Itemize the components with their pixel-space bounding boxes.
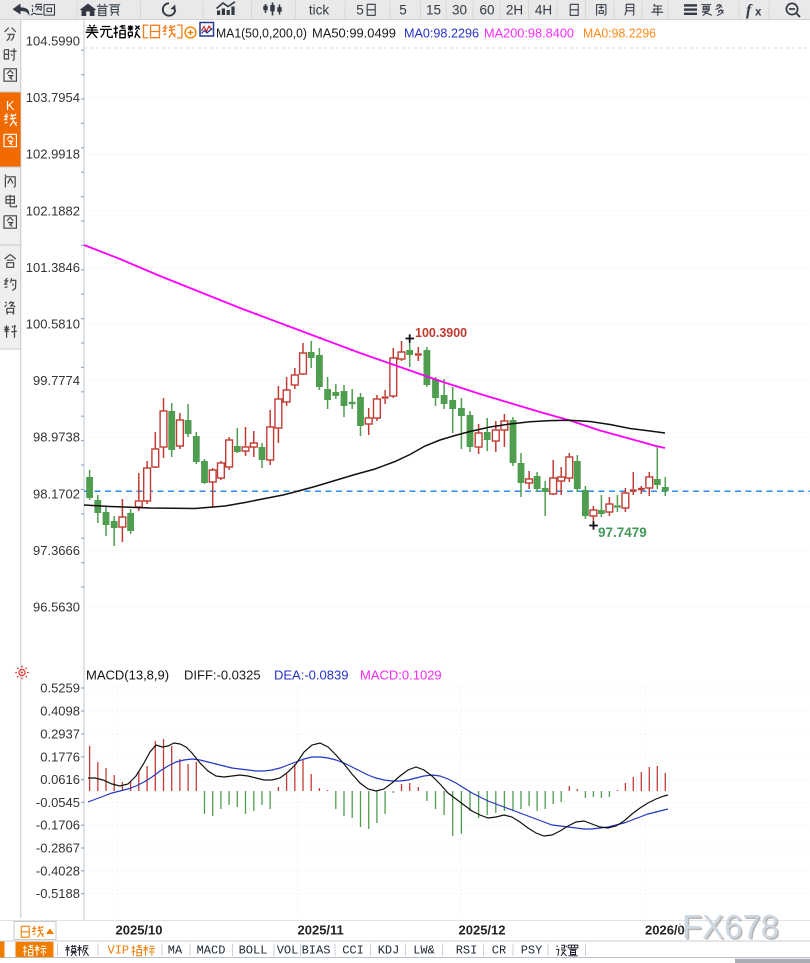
svg-text:102.9918: 102.9918 (26, 147, 80, 162)
svg-text:2025/10: 2025/10 (116, 923, 163, 938)
svg-text:5: 5 (399, 3, 407, 18)
svg-text:MA1(50,0,200,0): MA1(50,0,200,0) (216, 26, 307, 41)
svg-text:99.7774: 99.7774 (33, 373, 80, 388)
svg-text:0.2937: 0.2937 (40, 727, 80, 742)
svg-text:MA0:98.2296: MA0:98.2296 (404, 26, 479, 41)
svg-text:CCI: CCI (342, 944, 364, 958)
svg-text:-0.0545: -0.0545 (36, 795, 80, 810)
svg-text:0.4098: 0.4098 (40, 704, 80, 719)
svg-text:0.5259: 0.5259 (40, 681, 80, 696)
svg-text:tick: tick (309, 3, 330, 18)
svg-text:2025/11: 2025/11 (298, 923, 344, 938)
svg-text:103.7954: 103.7954 (26, 90, 80, 105)
svg-text:LW&: LW& (413, 944, 435, 958)
svg-text:-0.5188: -0.5188 (36, 886, 80, 901)
svg-text:2H: 2H (506, 3, 523, 18)
svg-text:MA0:98.2296: MA0:98.2296 (583, 26, 656, 41)
svg-text:98.9738: 98.9738 (33, 430, 80, 445)
svg-text:97.7479: 97.7479 (598, 525, 647, 540)
svg-text:2026/0: 2026/0 (645, 923, 685, 938)
svg-text:MACD(13,8,9): MACD(13,8,9) (86, 668, 169, 683)
svg-text:0.1776: 0.1776 (40, 749, 80, 764)
svg-text:0.0616: 0.0616 (40, 772, 80, 787)
svg-text:4H: 4H (535, 3, 552, 18)
svg-text:-0.2867: -0.2867 (36, 841, 80, 856)
svg-text:f: f (746, 2, 753, 19)
svg-text:K: K (6, 98, 15, 113)
svg-text:-0.1706: -0.1706 (36, 818, 80, 833)
svg-text:104.5990: 104.5990 (26, 34, 80, 49)
svg-text:97.3666: 97.3666 (33, 543, 80, 558)
svg-text:CR: CR (492, 944, 506, 958)
svg-text:MACD:0.1029: MACD:0.1029 (360, 668, 442, 683)
svg-text:MA200:98.8400: MA200:98.8400 (484, 26, 574, 41)
svg-text:101.3846: 101.3846 (26, 260, 80, 275)
svg-text:100.5810: 100.5810 (26, 317, 80, 332)
svg-text:98.1702: 98.1702 (33, 486, 80, 501)
svg-text:30: 30 (452, 3, 467, 18)
svg-text:96.5630: 96.5630 (33, 600, 80, 615)
svg-text:15: 15 (426, 3, 441, 18)
svg-text:MA50:99.0499: MA50:99.0499 (312, 26, 396, 41)
svg-text:RSI: RSI (456, 944, 478, 958)
svg-text:102.1882: 102.1882 (26, 203, 80, 218)
svg-text:DIFF:-0.0325: DIFF:-0.0325 (184, 668, 261, 683)
svg-text:MA: MA (168, 944, 183, 958)
svg-text:BIAS: BIAS (302, 944, 331, 958)
svg-text:KDJ: KDJ (378, 944, 400, 958)
svg-text:-0.4028: -0.4028 (36, 863, 80, 878)
svg-text:5: 5 (356, 3, 364, 18)
svg-text:BOLL: BOLL (239, 944, 268, 958)
svg-text:VOL: VOL (277, 944, 299, 958)
svg-text:100.3900: 100.3900 (415, 326, 467, 340)
svg-text:MACD: MACD (197, 944, 226, 958)
svg-text:VIP: VIP (108, 944, 130, 958)
svg-text:60: 60 (479, 3, 494, 18)
svg-text:x: x (755, 7, 762, 19)
svg-text:FX678: FX678 (682, 908, 779, 945)
svg-text:PSY: PSY (521, 944, 543, 958)
svg-text:DEA:-0.0839: DEA:-0.0839 (274, 668, 348, 683)
svg-text:2025/12: 2025/12 (459, 923, 506, 938)
svg-text:FX678: FX678 (684, 910, 781, 947)
